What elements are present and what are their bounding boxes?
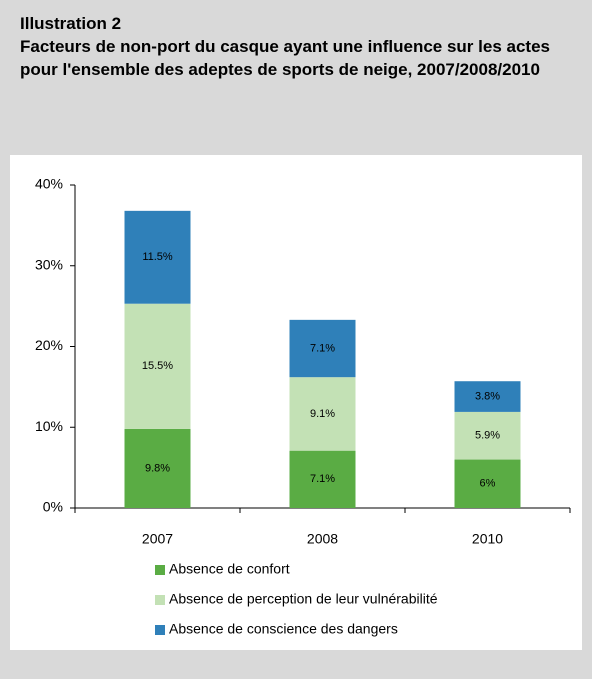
bar-segment xyxy=(454,411,521,460)
data-label: 5.9% xyxy=(475,430,500,442)
data-label: 3.8% xyxy=(475,390,500,402)
bar-segment xyxy=(124,428,191,508)
bar-segment xyxy=(454,459,521,508)
y-tick-label: 40% xyxy=(35,176,63,192)
y-tick-label: 0% xyxy=(43,499,63,515)
data-label: 9.8% xyxy=(145,462,170,474)
bar-segment xyxy=(289,377,356,451)
header: Illustration 2 Facteurs de non-port du c… xyxy=(20,12,565,81)
x-tick-label: 2007 xyxy=(142,531,173,547)
legend-swatch xyxy=(155,595,165,605)
x-tick-label: 2010 xyxy=(472,531,503,547)
chart-label: Illustration 2 xyxy=(20,14,122,33)
bar-segment xyxy=(124,303,191,429)
data-label: 9.1% xyxy=(310,408,335,420)
data-label: 7.1% xyxy=(310,342,335,354)
data-label: 11.5% xyxy=(142,251,173,263)
bar-segment xyxy=(289,450,356,508)
legend-label: Absence de confort xyxy=(169,561,290,577)
y-tick-label: 20% xyxy=(35,337,63,353)
data-label: 6% xyxy=(480,478,496,490)
data-label: 7.1% xyxy=(310,473,335,485)
data-label: 15.5% xyxy=(142,360,173,372)
y-tick-label: 30% xyxy=(35,256,63,272)
legend-swatch xyxy=(155,625,165,635)
bar-segment xyxy=(289,319,356,378)
bar-segment xyxy=(124,210,191,304)
legend-swatch xyxy=(155,565,165,575)
legend-label: Absence de perception de leur vulnérabil… xyxy=(169,591,438,607)
x-tick-label: 2008 xyxy=(307,531,338,547)
legend-label: Absence de conscience des dangers xyxy=(169,621,398,637)
bar-segment xyxy=(454,381,521,412)
chart-title: Facteurs de non-port du casque ayant une… xyxy=(20,37,550,79)
y-tick-label: 10% xyxy=(35,418,63,434)
